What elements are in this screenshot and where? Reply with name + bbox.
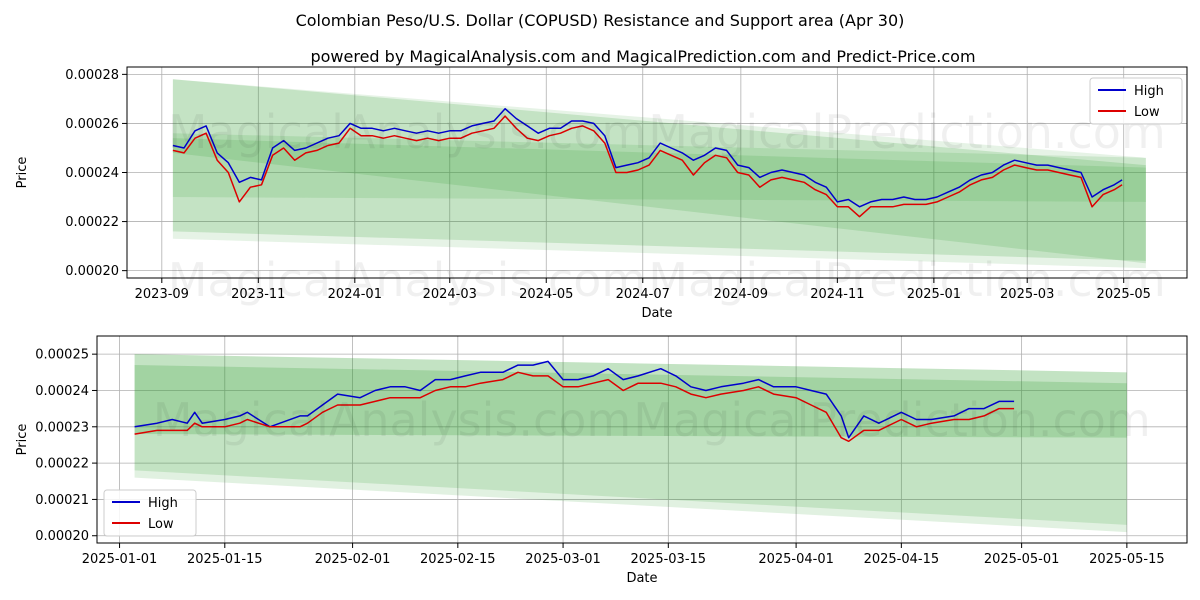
y-axis-title: Price [15, 157, 30, 189]
y-tick-label: 0.00024 [65, 166, 119, 181]
watermark-text: MagicalAnalysis.com [153, 393, 632, 447]
x-tick-label: 2025-01-15 [187, 552, 263, 567]
band-area-3 [172, 133, 1146, 202]
plot-panel-1: MagicalAnalysis.com MagicalPrediction.com… [15, 66, 1188, 321]
series-lines [134, 360, 1015, 443]
x-tick-label: 2025-03 [1000, 287, 1054, 302]
x-tick-label: 2023-11 [231, 287, 285, 302]
legend: High Low [1089, 77, 1183, 125]
y-axis-title: Price [15, 424, 30, 456]
x-tick-label: 2023-09 [135, 287, 189, 302]
x-tick-label: 2025-02-15 [420, 552, 496, 567]
band-area-2 [172, 79, 1146, 261]
legend-label-high: High [1134, 84, 1164, 99]
legend-label-low: Low [148, 517, 174, 532]
watermark-text: MagicalAnalysis.com [168, 253, 647, 307]
x-tick-label: 2024-01 [328, 287, 382, 302]
series-lines [172, 107, 1123, 218]
x-axis-title: Date [641, 306, 672, 321]
series-line-low [172, 115, 1123, 218]
y-tick-label: 0.00028 [65, 68, 119, 83]
x-tick-label: 2024-09 [714, 287, 768, 302]
x-tick-label: 2025-05 [1097, 287, 1151, 302]
y-tick-label: 0.00022 [65, 215, 119, 230]
band-area-1 [134, 354, 1127, 533]
band-area-3 [134, 365, 1127, 438]
watermark-text: MagicalPrediction.com [648, 105, 1166, 159]
support-resistance-bands [172, 79, 1146, 269]
support-resistance-bands [134, 354, 1127, 533]
band-area-1 [172, 79, 1146, 269]
watermark-text: MagicalPrediction.com [633, 393, 1151, 447]
legend: High Low [103, 489, 197, 537]
legend-label-high: High [148, 496, 178, 511]
y-tick-label: 0.00025 [35, 348, 89, 363]
x-axis-title: Date [626, 571, 657, 586]
y-tick-label: 0.00024 [35, 384, 89, 399]
series-line-low [134, 371, 1015, 443]
y-tick-label: 0.00020 [65, 264, 119, 279]
x-tick-label: 2025-05-01 [984, 552, 1060, 567]
y-tick-label: 0.00020 [35, 529, 89, 544]
legend-label-low: Low [1134, 105, 1160, 120]
x-tick-label: 2024-07 [616, 287, 670, 302]
x-tick-label: 2025-03-01 [525, 552, 601, 567]
x-tick-label: 2024-05 [519, 287, 573, 302]
y-tick-label: 0.00021 [35, 493, 89, 508]
y-tick-label: 0.00022 [35, 457, 89, 472]
plot-panel-2: MagicalAnalysis.com MagicalPrediction.com… [15, 335, 1188, 586]
y-tick-label: 0.00023 [35, 420, 89, 435]
chart-subtitle: powered by MagicalAnalysis.com and Magic… [310, 47, 975, 66]
watermark-text: MagicalAnalysis.com [168, 105, 647, 159]
x-tick-label: 2025-03-15 [631, 552, 707, 567]
x-tick-label: 2025-04-15 [864, 552, 940, 567]
band-area-2 [134, 354, 1127, 525]
x-tick-label: 2025-04-01 [758, 552, 834, 567]
band-area-4 [172, 138, 1146, 264]
watermark-text: MagicalPrediction.com [648, 253, 1166, 307]
x-tick-label: 2025-01 [907, 287, 961, 302]
x-tick-label: 2024-11 [810, 287, 864, 302]
x-tick-label: 2025-05-15 [1089, 552, 1165, 567]
x-tick-label: 2025-02-01 [315, 552, 391, 567]
x-tick-label: 2025-01-01 [82, 552, 158, 567]
chart-title: Colombian Peso/U.S. Dollar (COPUSD) Resi… [296, 11, 905, 30]
y-tick-label: 0.00026 [65, 117, 119, 132]
x-tick-label: 2024-03 [423, 287, 477, 302]
plot-frame [96, 335, 1188, 544]
series-line-high [134, 360, 1015, 439]
series-line-high [172, 107, 1123, 208]
